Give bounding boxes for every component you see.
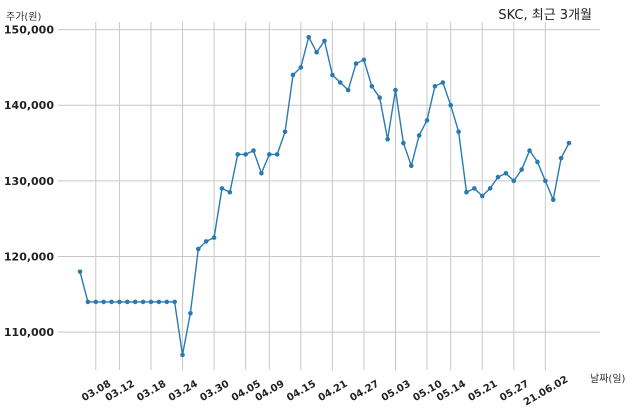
data-point [330, 72, 335, 78]
x-tick-label: 04.21 [317, 379, 350, 404]
data-point [353, 61, 359, 66]
data-point [424, 118, 430, 123]
data-point [479, 193, 485, 199]
data-point [464, 189, 469, 195]
x-tick-label: 04.27 [348, 379, 381, 404]
x-tick-label: 05.03 [380, 379, 413, 404]
data-point [259, 171, 264, 176]
data-point [172, 299, 177, 305]
data-point [156, 299, 162, 305]
y-tick-label: 120,000 [4, 251, 54, 264]
data-point [117, 299, 122, 305]
data-point [503, 171, 509, 176]
data-point [511, 178, 517, 184]
data-point [566, 140, 572, 146]
data-point [85, 299, 91, 305]
data-point [266, 152, 272, 157]
data-point [180, 352, 185, 358]
data-point [440, 80, 446, 85]
data-point [227, 189, 233, 195]
data-point [408, 163, 414, 169]
data-point [251, 148, 256, 153]
data-point [125, 299, 130, 305]
data-point [361, 57, 367, 63]
data-point [345, 87, 351, 93]
data-point [472, 186, 477, 191]
data-point [416, 133, 422, 138]
data-point [211, 235, 217, 240]
data-point [550, 197, 556, 203]
data-point [432, 84, 438, 89]
data-point [109, 299, 114, 305]
data-point [495, 174, 501, 180]
data-point [148, 299, 154, 305]
data-point [487, 186, 493, 191]
data-point [448, 102, 453, 108]
data-point [393, 87, 398, 93]
data-point [322, 38, 327, 44]
data-point [298, 65, 304, 70]
price-line [79, 35, 570, 356]
data-point [140, 299, 146, 305]
y-tick-label: 150,000 [4, 24, 54, 37]
data-point [314, 49, 319, 55]
data-point [101, 299, 106, 305]
data-point [535, 159, 540, 165]
data-point [306, 34, 312, 40]
x-tick-label: 03.30 [198, 379, 231, 404]
data-point [235, 152, 241, 157]
data-point [188, 310, 193, 316]
data-point [282, 129, 288, 134]
data-point [196, 246, 201, 252]
data-point [164, 299, 170, 305]
data-point [290, 72, 296, 78]
data-point [369, 84, 375, 89]
data-point [219, 186, 225, 191]
y-tick-label: 140,000 [4, 99, 54, 112]
x-tick-label: 21.06.02 [522, 374, 570, 408]
data-point [558, 155, 564, 161]
y-tick-label: 110,000 [4, 326, 54, 339]
data-point [456, 129, 461, 134]
data-point [377, 95, 383, 100]
data-point [337, 80, 343, 85]
x-tick-label: 04.15 [285, 379, 318, 404]
data-point [401, 140, 406, 146]
data-point [77, 269, 83, 274]
data-point [93, 299, 99, 305]
y-axis-label: 주가(원) [6, 12, 42, 23]
data-point [132, 299, 138, 305]
data-point [385, 136, 390, 142]
y-tick-label: 130,000 [4, 175, 54, 188]
data-point [543, 178, 548, 184]
data-point [527, 148, 532, 153]
x-tick-label: 03.18 [135, 379, 168, 404]
x-axis-label: 날짜(일) [590, 374, 626, 385]
chart-title: SKC, 최근 3개월 [498, 8, 592, 23]
x-tick-label: 05.21 [467, 379, 500, 404]
data-point [519, 167, 524, 172]
data-point [274, 152, 280, 157]
data-point [203, 239, 209, 244]
data-point [243, 152, 248, 157]
x-tick-label: 03.24 [167, 379, 200, 404]
